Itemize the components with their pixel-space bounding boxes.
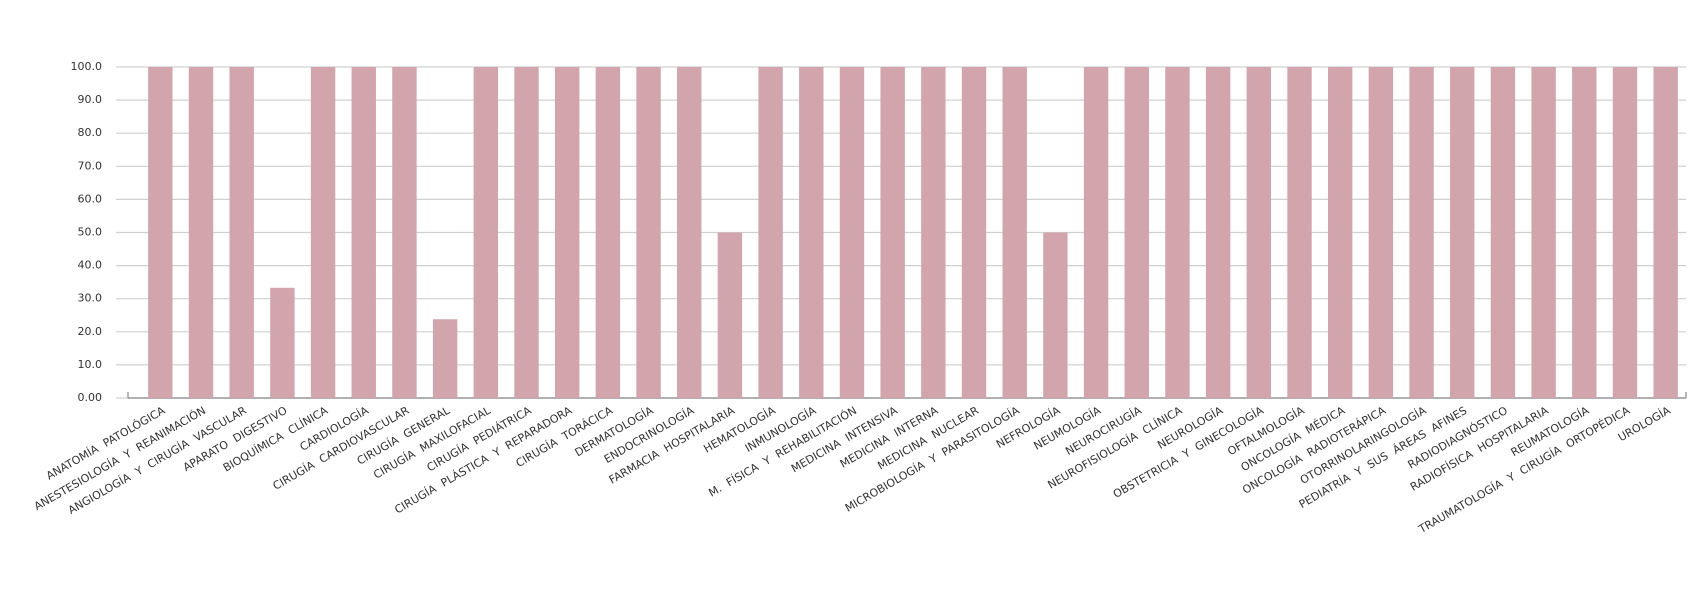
y-tick-label: 60.0 (78, 192, 103, 205)
bar (636, 67, 661, 398)
y-tick-label: 50.0 (78, 226, 103, 239)
y-tick-label: 90.0 (78, 93, 103, 106)
bar (799, 67, 824, 398)
bar (921, 67, 946, 398)
bar (432, 319, 458, 398)
y-tick-label: 70.0 (78, 159, 103, 172)
bar (392, 67, 417, 398)
bar (1490, 67, 1516, 398)
y-tick-label: 40.0 (78, 259, 103, 272)
bar (270, 287, 295, 398)
bar (595, 67, 621, 398)
bar (1083, 67, 1109, 398)
bar (1205, 67, 1231, 398)
bar (473, 67, 499, 398)
bar (880, 67, 905, 398)
bar (758, 67, 783, 398)
y-tick-label: 30.0 (78, 292, 103, 305)
bar (1287, 67, 1312, 398)
bar (554, 67, 580, 398)
bar (148, 67, 173, 398)
bar (1450, 67, 1475, 398)
bar (1246, 67, 1272, 398)
bar (839, 67, 865, 398)
bar (1612, 67, 1638, 398)
bar (1043, 232, 1068, 398)
bar (1572, 67, 1597, 398)
bar (677, 67, 702, 398)
y-tick-label: 10.0 (78, 358, 103, 371)
bar (1409, 67, 1434, 398)
y-tick-label: 100.0 (71, 60, 103, 73)
bar (1531, 67, 1556, 398)
bar (1124, 67, 1149, 398)
bar (229, 67, 254, 398)
bar (961, 67, 987, 398)
y-tick-label: 0.00 (78, 391, 103, 404)
bar (188, 67, 214, 398)
bar (1327, 67, 1353, 398)
bar (351, 67, 376, 398)
bar (514, 67, 539, 398)
y-tick-label: 20.0 (78, 325, 103, 338)
bar (310, 67, 336, 398)
bar (1002, 67, 1027, 398)
bar (717, 232, 743, 398)
bar (1165, 67, 1190, 398)
bar (1653, 67, 1678, 398)
x-tick-label: ANESTESIOLOGÍA Y REANIMACIÓN (32, 404, 208, 513)
bar (1368, 67, 1394, 398)
y-tick-label: 80.0 (78, 126, 103, 139)
